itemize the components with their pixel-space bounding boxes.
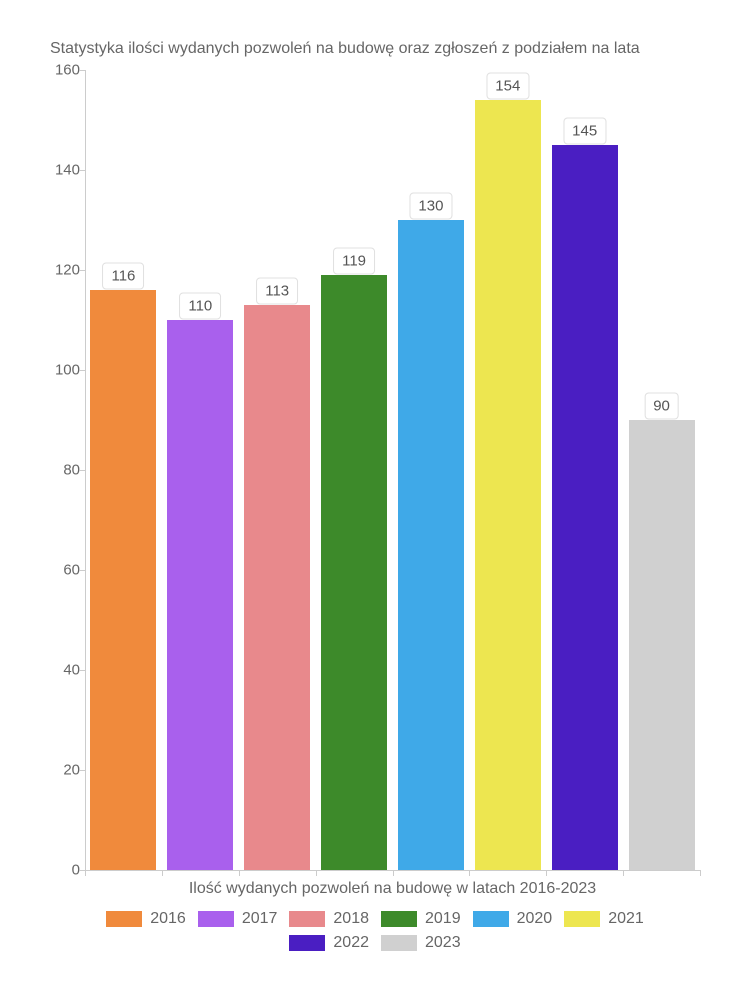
x-axis-label: Ilość wydanych pozwoleń na budowę w lata… bbox=[85, 880, 700, 898]
legend-label: 2016 bbox=[150, 910, 186, 928]
y-tick-label: 100 bbox=[55, 362, 80, 379]
legend-item-2016: 2016 bbox=[106, 910, 186, 928]
y-tick-label: 20 bbox=[63, 762, 80, 779]
legend-item-2018: 2018 bbox=[289, 910, 369, 928]
bar-value-label: 154 bbox=[486, 73, 529, 100]
legend: 2016 2017 2018 2019 2020 2021 2022 2023 bbox=[0, 910, 750, 958]
legend-swatch bbox=[289, 935, 325, 951]
y-tick-label: 160 bbox=[55, 62, 80, 79]
legend-item-2020: 2020 bbox=[473, 910, 553, 928]
x-tick-mark bbox=[469, 870, 470, 876]
bar-value-label: 113 bbox=[256, 278, 298, 305]
legend-item-2019: 2019 bbox=[381, 910, 461, 928]
x-tick-mark bbox=[316, 870, 317, 876]
legend-swatch bbox=[564, 911, 600, 927]
bar-value-label: 119 bbox=[333, 248, 375, 275]
legend-row: 2016 2017 2018 2019 2020 2021 bbox=[0, 910, 750, 928]
legend-swatch bbox=[381, 935, 417, 951]
chart-title: Statystyka ilości wydanych pozwoleń na b… bbox=[50, 40, 640, 58]
y-tick-label: 40 bbox=[63, 662, 80, 679]
legend-label: 2019 bbox=[425, 910, 461, 928]
x-tick-mark bbox=[85, 870, 86, 876]
x-tick-mark bbox=[546, 870, 547, 876]
bar-value-label: 130 bbox=[409, 193, 452, 220]
bar-value-label: 145 bbox=[563, 118, 606, 145]
legend-label: 2018 bbox=[333, 910, 369, 928]
y-tick-label: 60 bbox=[63, 562, 80, 579]
x-tick-mark bbox=[623, 870, 624, 876]
bar-2020: 130 bbox=[398, 220, 464, 870]
legend-swatch bbox=[198, 911, 234, 927]
x-tick-mark bbox=[700, 870, 701, 876]
chart-container: Statystyka ilości wydanych pozwoleń na b… bbox=[0, 0, 750, 1000]
legend-swatch bbox=[289, 911, 325, 927]
bar-2018: 113 bbox=[244, 305, 310, 870]
legend-item-2023: 2023 bbox=[381, 934, 461, 952]
legend-label: 2022 bbox=[333, 934, 369, 952]
x-tick-mark bbox=[162, 870, 163, 876]
bar-2016: 116 bbox=[90, 290, 156, 870]
legend-swatch bbox=[473, 911, 509, 927]
y-axis: 020406080100120140160 bbox=[45, 70, 80, 870]
bar-2021: 154 bbox=[475, 100, 541, 870]
y-tick-label: 120 bbox=[55, 262, 80, 279]
legend-item-2022: 2022 bbox=[289, 934, 369, 952]
x-tick-mark bbox=[239, 870, 240, 876]
legend-row: 2022 2023 bbox=[0, 934, 750, 952]
legend-label: 2021 bbox=[608, 910, 644, 928]
y-tick-label: 80 bbox=[63, 462, 80, 479]
legend-label: 2020 bbox=[517, 910, 553, 928]
bars-group: 11611011311913015414590 bbox=[85, 70, 700, 870]
bar-2017: 110 bbox=[167, 320, 233, 870]
bar-value-label: 116 bbox=[102, 263, 144, 290]
y-tick-label: 140 bbox=[55, 162, 80, 179]
legend-label: 2017 bbox=[242, 910, 278, 928]
plot-area: 11611011311913015414590 bbox=[85, 70, 700, 870]
legend-label: 2023 bbox=[425, 934, 461, 952]
bar-value-label: 110 bbox=[179, 293, 221, 320]
bar-2023: 90 bbox=[629, 420, 695, 870]
legend-item-2017: 2017 bbox=[198, 910, 278, 928]
bar-2019: 119 bbox=[321, 275, 387, 870]
legend-swatch bbox=[381, 911, 417, 927]
legend-item-2021: 2021 bbox=[564, 910, 644, 928]
bar-2022: 145 bbox=[552, 145, 618, 870]
bar-value-label: 90 bbox=[644, 393, 679, 420]
legend-swatch bbox=[106, 911, 142, 927]
x-tick-mark bbox=[393, 870, 394, 876]
